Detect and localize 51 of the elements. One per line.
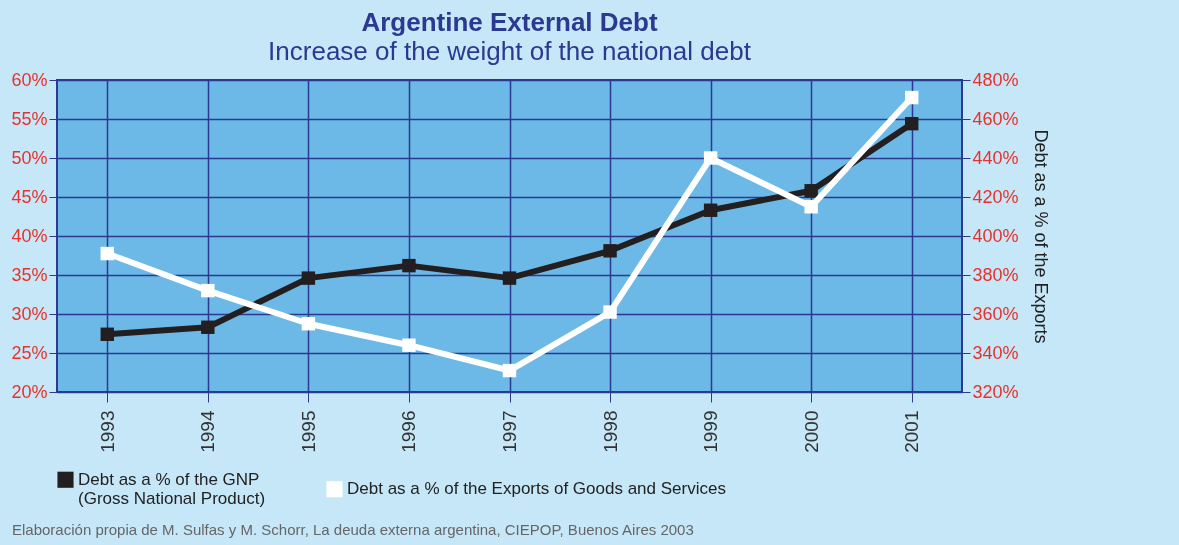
x-tick-label: 1997 (499, 410, 520, 453)
x-tick-label: 1995 (297, 410, 319, 453)
y2-tick-label: 380% (972, 264, 1019, 285)
chart-title: Argentine External Debt (361, 7, 658, 37)
y-tick-label: 30% (11, 303, 48, 324)
y-tick-label: 35% (11, 264, 48, 285)
point (804, 184, 818, 198)
point (402, 258, 416, 273)
y-tick-label: 45% (11, 186, 48, 207)
chart-subtitle: Increase of the weight of the national debt (268, 36, 752, 66)
x-tick-label: 1994 (197, 410, 219, 453)
point (603, 305, 617, 319)
point (301, 271, 316, 285)
x-tick-label: 1998 (599, 410, 621, 453)
y-tick-label: 50% (11, 147, 48, 168)
y2-tick-label: 460% (972, 108, 1019, 129)
point (201, 320, 215, 334)
legend-label: Debt as a % of the Exports of Goods and Services (347, 479, 726, 499)
y2-tick-label: 320% (972, 381, 1019, 402)
x-tick-label: 1993 (96, 410, 118, 453)
point (804, 200, 818, 214)
point (502, 363, 517, 378)
y2-tick-label: 420% (972, 186, 1019, 207)
y2-tick-label: 480% (972, 69, 1019, 90)
point (905, 90, 919, 105)
legend-label: Debt as a % of the GNP (Gross National Product) (78, 469, 266, 508)
point (703, 151, 718, 165)
x-tick-label: 1999 (700, 410, 722, 453)
point (502, 271, 517, 285)
point (301, 317, 316, 331)
point (402, 338, 416, 352)
point (100, 246, 114, 261)
y2-tick-label: 440% (972, 147, 1019, 168)
point (201, 283, 215, 298)
y-tick-label: 20% (11, 381, 48, 402)
x-tick-label: 2000 (800, 410, 822, 453)
y-tick-label: 40% (11, 225, 48, 246)
text: Elaboración propia de M. Sulfas y M. Schorr, La deuda externa argentina, CIEPOP, Buenos Aires 2003 (12, 521, 695, 538)
y2-axis-title: Debt as a % of the Exports (1030, 129, 1051, 344)
y2-tick-label: 400% (972, 225, 1019, 246)
x-tick-label: 1996 (398, 410, 420, 453)
point (603, 244, 617, 258)
y2-tick-label: 340% (972, 342, 1019, 363)
y-tick-label: 55% (11, 108, 48, 129)
y-tick-label: 60% (11, 69, 48, 90)
y2-tick-label: 360% (972, 303, 1019, 324)
point (703, 203, 718, 217)
point (905, 116, 919, 131)
x-tick-label: 2001 (901, 410, 923, 453)
point (100, 327, 114, 341)
y-tick-label: 25% (11, 342, 48, 363)
